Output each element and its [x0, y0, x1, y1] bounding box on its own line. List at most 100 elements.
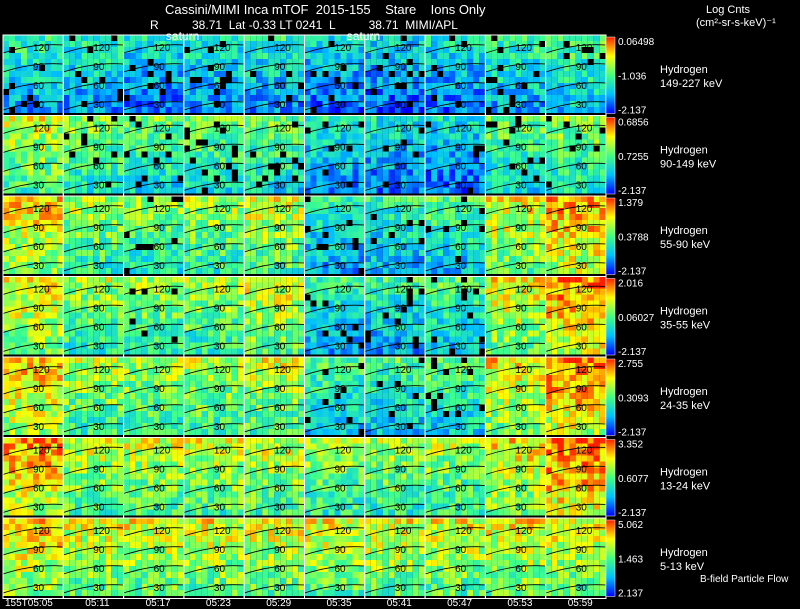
heatmap-cell — [491, 169, 498, 176]
heatmap-cell — [443, 157, 450, 164]
heatmap-cell — [225, 151, 232, 158]
heatmap-cell — [310, 65, 317, 71]
heatmap-cell — [497, 95, 504, 101]
heatmap-cell — [328, 300, 335, 307]
heatmap-cell — [262, 41, 269, 47]
heatmap-cell — [431, 244, 438, 250]
heatmap-cell — [231, 71, 238, 77]
heatmap-cell — [479, 101, 486, 107]
heatmap-cell — [352, 187, 359, 194]
heatmap-cell — [280, 288, 287, 295]
heatmap-cell — [3, 196, 9, 202]
heatmap-cell — [304, 101, 311, 107]
heatmap-cell — [75, 35, 82, 41]
heatmap-cell — [286, 181, 293, 188]
heatmap-cell — [225, 107, 232, 113]
heatmap-cell — [201, 208, 208, 214]
heatmap-cell — [298, 214, 305, 220]
heatmap-cell — [370, 115, 377, 122]
heatmap-cell — [316, 196, 323, 202]
heatmap-cell — [310, 214, 317, 220]
heatmap-cell — [111, 145, 118, 152]
heatmap-cell — [533, 196, 540, 202]
heatmap-cell — [189, 59, 196, 65]
heatmap-cell — [322, 306, 329, 313]
heatmap-cell — [473, 89, 480, 95]
heatmap-cell — [400, 35, 407, 41]
heatmap-cell — [376, 35, 383, 41]
pitch-angle-contour — [424, 181, 486, 191]
heatmap-cell — [340, 139, 347, 146]
heatmap-cell — [370, 163, 377, 170]
heatmap-cell — [455, 83, 462, 89]
heatmap-cell — [557, 41, 564, 47]
heatmap-cell — [545, 139, 552, 146]
heatmap-cell — [382, 208, 389, 214]
heatmap-cell — [81, 250, 88, 256]
heatmap-cell — [39, 348, 45, 355]
heatmap-cell — [262, 65, 269, 71]
heatmap-cell — [63, 288, 70, 295]
heatmap-cell — [57, 101, 63, 107]
heatmap-cell — [268, 71, 275, 77]
heatmap-cell — [117, 196, 124, 202]
heatmap-cell — [569, 139, 576, 146]
heatmap-cell — [153, 95, 160, 101]
heatmap-cell — [322, 157, 329, 164]
heatmap-cell — [581, 53, 588, 59]
heatmap-cell — [39, 175, 45, 182]
heatmap-cell — [123, 256, 130, 262]
heatmap-cell — [382, 238, 389, 244]
heatmap-cell — [599, 77, 606, 83]
heatmap-cell — [57, 324, 63, 331]
heatmap-cell — [292, 324, 299, 331]
heatmap-cell — [33, 157, 39, 164]
heatmap-cell — [159, 145, 166, 152]
heatmap-cell — [51, 226, 57, 232]
heatmap-cell — [497, 107, 504, 113]
heatmap-cell — [268, 77, 275, 83]
heatmap-cell — [225, 348, 232, 355]
heatmap-cell — [99, 306, 106, 313]
heatmap-cell — [443, 139, 450, 146]
heatmap-cell — [237, 250, 244, 256]
heatmap-cell — [298, 89, 305, 95]
heatmap-cell — [358, 214, 365, 220]
heatmap-cell — [171, 276, 178, 283]
heatmap-cell — [268, 151, 275, 158]
heatmap-cell — [244, 127, 251, 134]
heatmap-cell — [593, 226, 600, 232]
heatmap-cell — [431, 151, 438, 158]
heatmap-cell — [340, 300, 347, 307]
heatmap-cell — [593, 77, 600, 83]
pitch-angle-contour — [123, 285, 184, 295]
heatmap-cell — [467, 256, 474, 262]
heatmap-cell — [346, 121, 353, 128]
heatmap-cell — [213, 35, 220, 41]
heatmap-cell — [117, 133, 124, 140]
heatmap-cell — [87, 77, 94, 83]
heatmap-cell — [87, 250, 94, 256]
heatmap-cell — [213, 202, 220, 208]
heatmap-cell — [21, 89, 27, 95]
heatmap-cell — [129, 181, 136, 188]
heatmap-cell — [599, 256, 606, 262]
heatmap-cell — [382, 47, 389, 53]
heatmap-cell — [304, 232, 311, 238]
heatmap-cell — [539, 59, 546, 65]
heatmap-cell — [69, 244, 76, 250]
heatmap-cell — [364, 127, 371, 134]
heatmap-cell — [250, 59, 257, 65]
heatmap-cell — [219, 220, 226, 226]
heatmap-cell — [599, 226, 606, 232]
heatmap-cell — [244, 288, 251, 295]
heatmap-cell — [99, 300, 106, 307]
heatmap-cell — [237, 53, 244, 59]
heatmap-cell — [207, 268, 214, 274]
heatmap-cell — [527, 220, 534, 226]
heatmap-cell — [274, 41, 281, 47]
heatmap-cell — [262, 330, 269, 337]
heatmap-cell — [473, 101, 480, 107]
heatmap-cell — [177, 214, 184, 220]
heatmap-cell — [316, 175, 323, 182]
